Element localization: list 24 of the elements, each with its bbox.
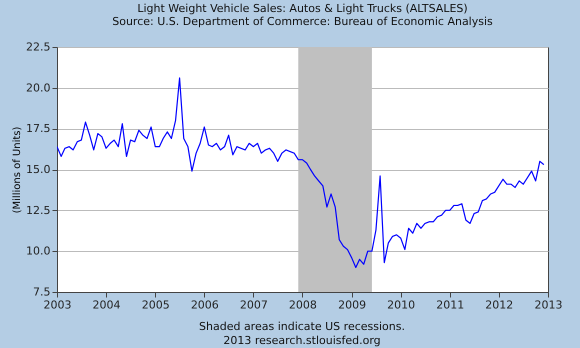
y-tick-label: 10.0 (26, 244, 50, 258)
text: 2013 research.stlouisfed.org (223, 334, 381, 347)
x-tick-label: 2006 (190, 298, 219, 312)
x-tick-label: 2007 (240, 298, 268, 312)
y-tick-label: 20.0 (26, 81, 50, 94)
y-axis-title: (Millions of Units) (12, 126, 24, 214)
y-tick-label: 15.0 (26, 163, 50, 176)
x-tick-label: 2012 (485, 298, 514, 312)
x-tick-label: 2010 (387, 298, 416, 312)
x-tick-label: 2011 (436, 298, 464, 312)
text: Shaded areas indicate US recessions. (199, 320, 405, 333)
x-tick-label: 2013 (534, 298, 562, 312)
y-tick-label: 22.5 (26, 40, 50, 54)
x-tick-label: 2003 (44, 298, 72, 312)
line-series (57, 77, 544, 268)
x-tick-label: 2005 (142, 298, 170, 312)
y-tick-label: 12.5 (26, 204, 50, 217)
chart-title: Light Weight Vehicle Sales: Autos & Light Trucks (ALTSALES) (137, 2, 468, 15)
x-tick-label: 2009 (338, 298, 366, 312)
x-tick-label: 2008 (288, 298, 317, 312)
x-tick-label: 2004 (92, 298, 121, 312)
y-tick-label: 7.5 (33, 286, 50, 298)
chart-subtitle: Source: U.S. Department of Commerce: Bureau of Economic Analysis (112, 15, 494, 28)
y-tick-label: 17.5 (26, 122, 50, 136)
